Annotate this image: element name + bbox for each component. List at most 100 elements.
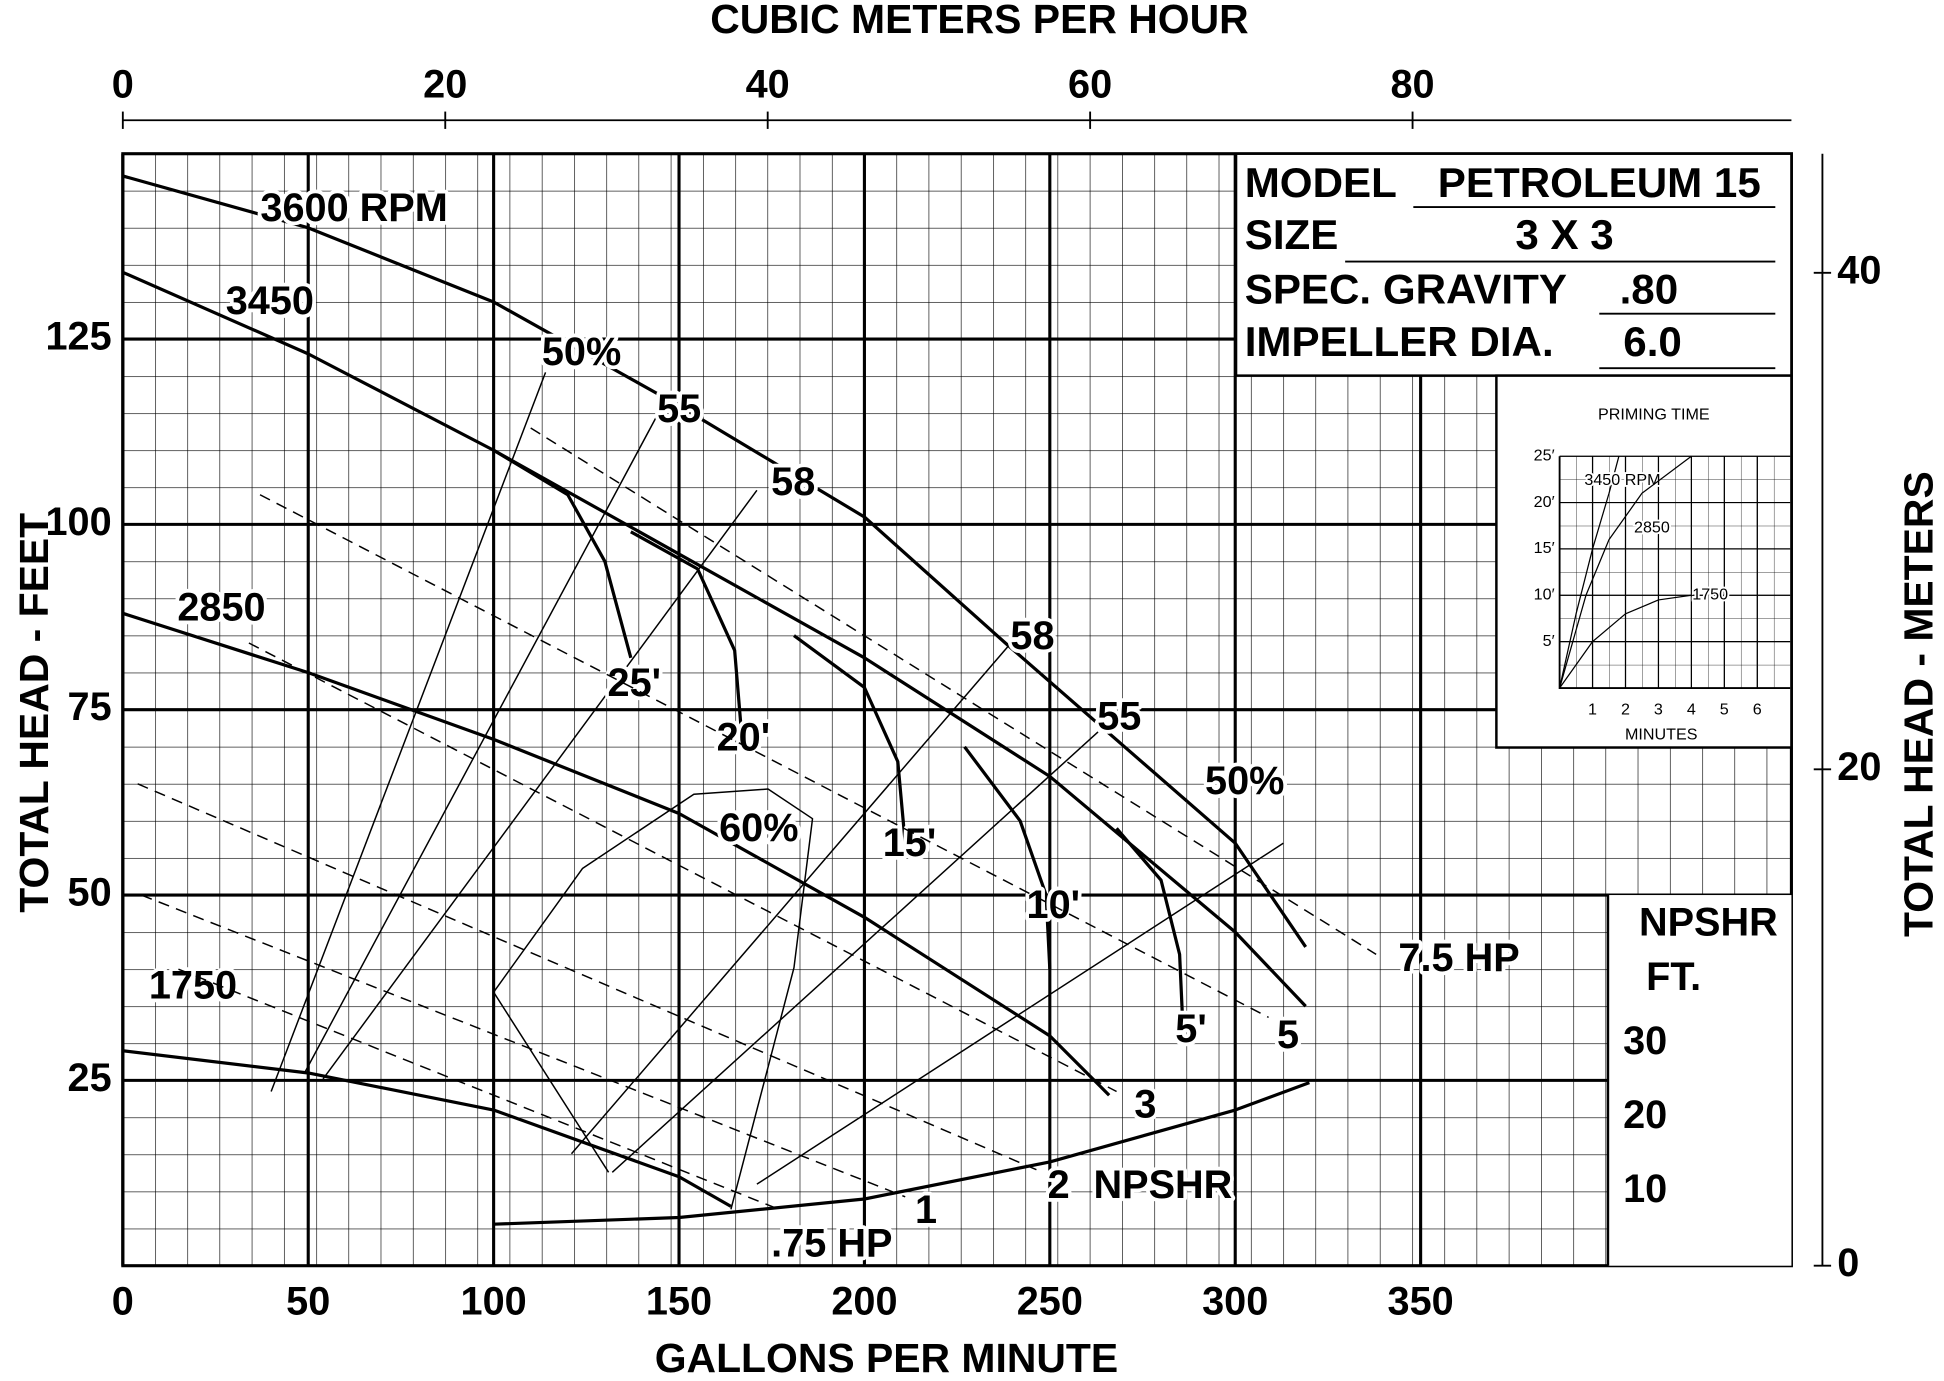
series-line	[756, 842, 1284, 1185]
series-label: .75 HP	[771, 1221, 892, 1265]
y-tick-label: 25	[68, 1056, 112, 1100]
series-line	[793, 634, 907, 844]
spec-label: SIZE	[1245, 211, 1339, 258]
x-tick-label: 4	[1687, 701, 1696, 719]
x-tick-label: 3	[1654, 701, 1663, 719]
y-tick-label: 75	[68, 685, 112, 729]
y2-axis-title: TOTAL HEAD - METERS	[1895, 471, 1941, 937]
series-line	[1559, 594, 1692, 689]
series-label: 58	[1010, 614, 1054, 658]
series-label: 55	[657, 387, 701, 431]
y-tick-label: 15′	[1534, 539, 1555, 557]
npshr-title: NPSHR	[1639, 900, 1778, 944]
y-tick-label: 20′	[1534, 493, 1555, 511]
y2-tick-label: 0	[1837, 1241, 1859, 1285]
series-label: 20'	[717, 716, 771, 760]
y-axis-title: TOTAL HEAD - FEET	[11, 513, 57, 913]
npshr-tick-label: 20	[1623, 1093, 1667, 1137]
series-label: 3	[1134, 1083, 1156, 1127]
spec-table: MODEL PETROLEUM 15 SIZE 3 X 3 SPEC. GRAV…	[1245, 159, 1776, 370]
y-tick-label: 50	[68, 871, 112, 915]
priming-title: PRIMING TIME	[1598, 406, 1710, 424]
x-tick-label: 6	[1753, 701, 1762, 719]
series-line	[122, 611, 1111, 1097]
x-tick-label: 5	[1720, 701, 1729, 719]
series-label: 3450 RPM	[1584, 471, 1660, 489]
x-tick-label: 200	[831, 1280, 897, 1324]
series-line	[141, 894, 906, 1198]
x-tick-label: 2	[1621, 701, 1630, 719]
series-line	[630, 530, 744, 740]
series-line	[570, 644, 1010, 1155]
series-label: 2	[1048, 1163, 1070, 1207]
x-tick-label: 150	[646, 1280, 712, 1324]
x-tick-label: 100	[461, 1280, 527, 1324]
series-line	[178, 968, 780, 1211]
series-label: 1750	[149, 964, 237, 1008]
y-tick-label: 25′	[1534, 446, 1555, 464]
series-label: 50%	[542, 330, 621, 374]
priming-minor-grid	[1559, 456, 1791, 689]
series-label: 1	[915, 1188, 937, 1232]
npshr-tick-label: 30	[1623, 1019, 1667, 1063]
underline	[1345, 206, 1776, 370]
spec-box	[1234, 152, 1793, 377]
series-label: 58	[771, 460, 815, 504]
series-label: 25'	[608, 661, 662, 705]
x-tick-label: 350	[1388, 1280, 1454, 1324]
y-tick-label: 125	[45, 315, 111, 359]
series-line	[122, 1049, 732, 1208]
x-tick-label: 0	[112, 1280, 134, 1324]
x-tick-label: 250	[1017, 1280, 1083, 1324]
series-line	[1115, 827, 1185, 1036]
series-label: 15'	[883, 821, 937, 865]
series-line	[122, 270, 1307, 1008]
y-tick-label: 5′	[1543, 632, 1555, 650]
series-line	[492, 788, 814, 1210]
spec-label: IMPELLER DIA.	[1245, 318, 1554, 365]
series-label: 5	[1277, 1013, 1299, 1057]
spec-value: PETROLEUM 15	[1438, 159, 1761, 206]
series-label: 10'	[1027, 883, 1081, 927]
spec-label: MODEL	[1245, 159, 1397, 206]
x2-tick-label: 40	[746, 62, 790, 106]
series-line	[270, 372, 547, 1092]
spec-value: .80	[1620, 266, 1679, 313]
series-line	[248, 642, 1117, 1093]
y2-tick-label: 20	[1837, 745, 1881, 789]
series-line	[1559, 455, 1692, 689]
series-line	[259, 494, 1269, 1019]
x-axis-title: GALLONS PER MINUTE	[655, 1335, 1118, 1381]
series-label: 7.5 HP	[1398, 936, 1519, 980]
series-label: 2850	[177, 585, 265, 629]
npshr-tick-label: 10	[1623, 1167, 1667, 1211]
y-tick-label: 100	[45, 500, 111, 544]
x-tick-label: 1	[1588, 701, 1597, 719]
series-line	[1559, 456, 1620, 689]
series-line	[493, 1081, 1310, 1226]
series-label: 3450	[226, 279, 314, 323]
npshr-title: FT.	[1646, 955, 1701, 999]
priming-x-title: MINUTES	[1625, 725, 1698, 743]
spec-value: 3 X 3	[1515, 211, 1613, 258]
npshr-area	[1607, 895, 1792, 1266]
x2-tick-label: 80	[1391, 62, 1435, 106]
series-label: 5'	[1175, 1007, 1207, 1051]
series-label: 60%	[719, 806, 798, 850]
x2-tick-label: 0	[112, 62, 134, 106]
spec-label: SPEC. GRAVITY	[1245, 266, 1567, 313]
series-line	[322, 489, 758, 1080]
series-label: NPSHR	[1093, 1163, 1232, 1207]
y-tick-label: 10′	[1534, 586, 1555, 604]
series-line	[492, 448, 633, 659]
x2-tick-label: 20	[423, 62, 467, 106]
series-label: 55	[1097, 694, 1141, 738]
x2-tick-label: 60	[1068, 62, 1112, 106]
x2-axis-title: CUBIC METERS PER HOUR	[710, 0, 1248, 42]
series-line	[611, 731, 1099, 1173]
series-line	[122, 174, 1308, 948]
series-line	[963, 745, 1052, 970]
series-label: 2850	[1634, 518, 1670, 536]
series-label: 50%	[1205, 759, 1284, 803]
